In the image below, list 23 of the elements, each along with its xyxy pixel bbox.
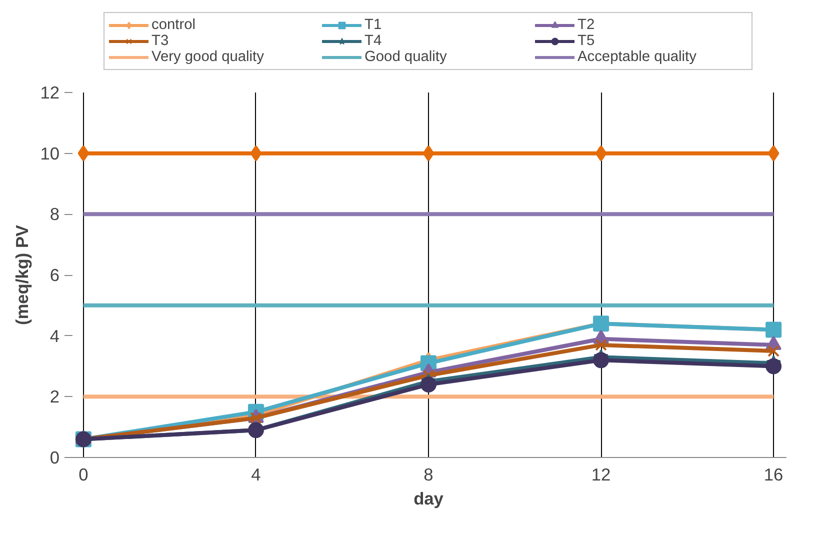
legend-label: control — [152, 17, 196, 33]
legend-label: Acceptable quality — [578, 49, 698, 65]
legend-label: Good quality — [364, 49, 448, 65]
y-tick-label: 4 — [50, 326, 60, 346]
x-tick-label: 12 — [591, 464, 611, 484]
x-axis-title: day — [414, 488, 444, 508]
y-tick-label: 12 — [40, 82, 60, 102]
x-tick-label: 8 — [424, 464, 434, 484]
y-tick-label: 2 — [50, 386, 60, 407]
x-tick-label: 16 — [764, 464, 784, 484]
legend-label: T3 — [152, 33, 170, 49]
y-tick-label: 10 — [40, 143, 60, 164]
legend-label: T4 — [364, 33, 383, 49]
legend-label: T1 — [364, 17, 383, 33]
legend-label: T5 — [578, 33, 596, 49]
legend-label: Very good quality — [152, 49, 265, 65]
y-tick-label: 6 — [50, 265, 60, 285]
x-tick-label: 4 — [251, 464, 262, 484]
y-tick-label: 0 — [50, 448, 60, 468]
y-tick-label: 8 — [50, 204, 60, 224]
y-axis-title: (meq/kg) PV — [12, 224, 32, 326]
legend-label: T2 — [578, 17, 596, 33]
x-tick-label: 0 — [78, 464, 88, 484]
